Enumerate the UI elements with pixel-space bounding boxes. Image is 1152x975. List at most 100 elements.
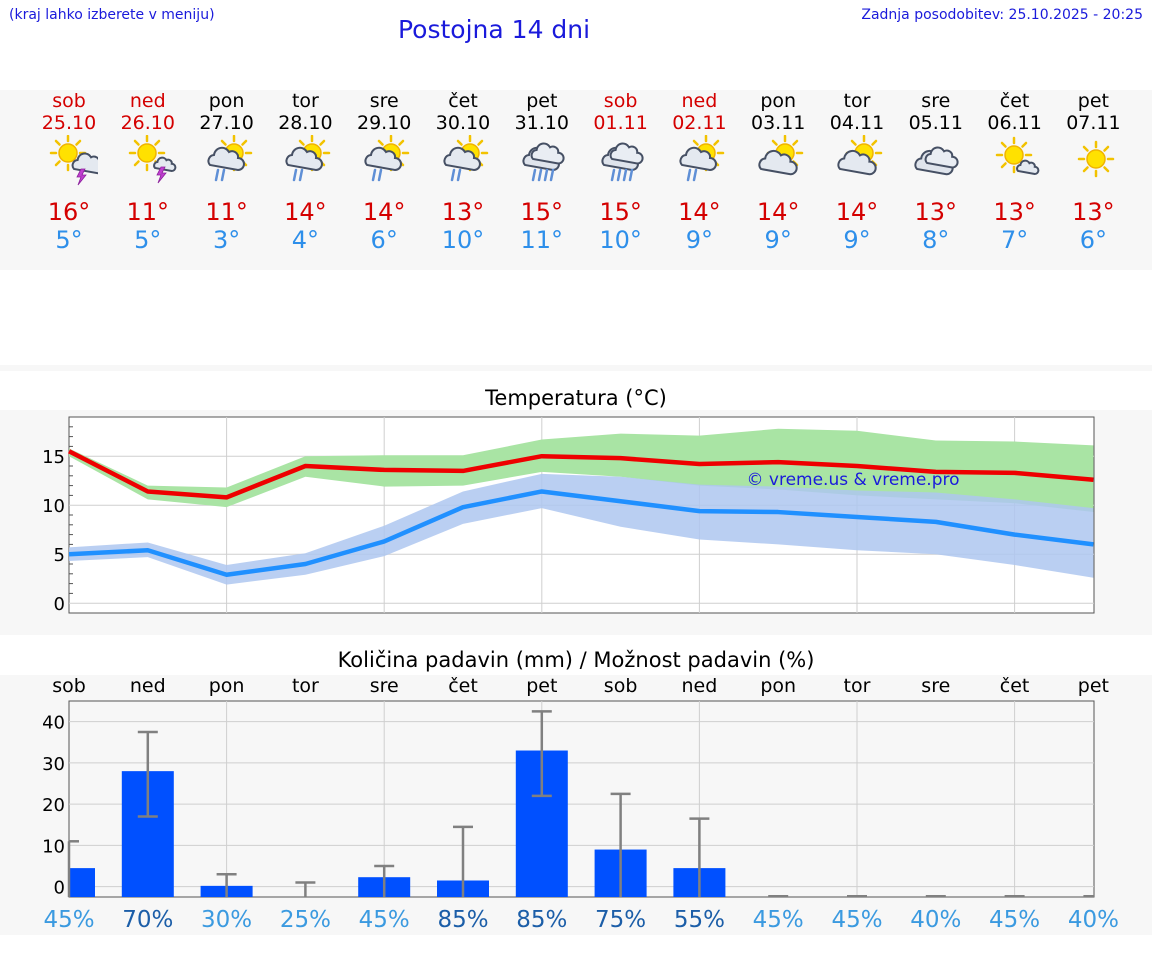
precip-probability: 40% bbox=[1068, 907, 1119, 933]
sun-cloud-rain-icon bbox=[207, 135, 252, 182]
watermark: © vreme.us & vreme.pro bbox=[746, 470, 959, 490]
day-name: ned bbox=[681, 90, 718, 112]
precip-probability: 55% bbox=[674, 907, 725, 933]
last-update: Zadnja posodobitev: 25.10.2025 - 20:25 bbox=[861, 7, 1143, 23]
precip-probability: 45% bbox=[43, 907, 94, 933]
cloud-heavy-rain-icon bbox=[522, 142, 565, 182]
min-temp: 7° bbox=[1000, 226, 1029, 254]
sun-cloud-rain-icon bbox=[285, 135, 331, 182]
precip-probability: 85% bbox=[437, 907, 488, 933]
max-temp: 13° bbox=[441, 198, 485, 226]
y-tick-label: 15 bbox=[42, 447, 65, 468]
day-label: sre bbox=[921, 675, 950, 697]
max-temp: 14° bbox=[284, 198, 327, 226]
precip-probability: 45% bbox=[831, 907, 882, 933]
sun-cloud-thunder-icon bbox=[49, 135, 98, 186]
precip-probability: 45% bbox=[359, 907, 410, 933]
day-date: 01.11 bbox=[593, 112, 648, 134]
day-label: sob bbox=[604, 675, 638, 697]
precipitation-plot-area bbox=[68, 700, 1095, 898]
sun-cloud-rain-icon bbox=[364, 135, 410, 182]
day-label: tor bbox=[844, 675, 871, 697]
max-temp: 11° bbox=[205, 198, 248, 226]
day-date: 05.11 bbox=[908, 112, 963, 134]
precip-probability: 75% bbox=[595, 907, 646, 933]
sun-cloud-rain-icon bbox=[679, 135, 725, 182]
day-name: pet bbox=[1077, 90, 1109, 112]
y-tick-label: 0 bbox=[54, 878, 65, 899]
cloud-heavy-rain-icon bbox=[601, 142, 644, 182]
sun-cloud-rain-icon bbox=[443, 135, 489, 182]
precip-probability: 70% bbox=[122, 907, 173, 933]
day-label: sob bbox=[52, 675, 86, 697]
day-label: čet bbox=[448, 675, 478, 697]
divider bbox=[0, 365, 1152, 371]
y-tick-label: 0 bbox=[54, 594, 65, 615]
y-tick-label: 5 bbox=[54, 545, 65, 566]
day-label: sre bbox=[370, 675, 399, 697]
day-date: 29.10 bbox=[356, 112, 412, 134]
precip-probability: 30% bbox=[201, 907, 252, 933]
day-name: tor bbox=[291, 90, 319, 112]
sun-thunder-icon bbox=[128, 135, 177, 184]
precip-probability: 45% bbox=[989, 907, 1040, 933]
sun-icon bbox=[1078, 140, 1115, 178]
day-name: čet bbox=[999, 90, 1030, 112]
day-name: pon bbox=[208, 90, 245, 112]
max-temp: 16° bbox=[47, 198, 91, 226]
sun-cloud-icon bbox=[837, 135, 883, 176]
max-temp: 13° bbox=[1072, 198, 1115, 226]
day-label: čet bbox=[1000, 675, 1030, 697]
day-name: čet bbox=[448, 90, 478, 112]
day-name: tor bbox=[843, 90, 871, 112]
max-temp: 15° bbox=[599, 198, 642, 226]
min-temp: 9° bbox=[843, 226, 871, 254]
min-temp: 9° bbox=[764, 226, 792, 254]
max-temp: 13° bbox=[993, 198, 1036, 226]
day-name: sob bbox=[52, 90, 86, 112]
precipitation-chart-title: Količina padavin (mm) / Možnost padavin … bbox=[337, 648, 815, 672]
day-name: pon bbox=[760, 90, 797, 112]
day-name: ned bbox=[129, 90, 166, 112]
min-temp: 5° bbox=[55, 226, 83, 254]
min-temp: 10° bbox=[441, 226, 485, 254]
max-temp: 14° bbox=[835, 198, 879, 226]
precipitation-chart: sob ned pon tor sre čet pet sob ned pon tor sre čet p… bbox=[42, 675, 1119, 933]
cloud-icon bbox=[914, 146, 959, 176]
day-date: 25.10 bbox=[41, 112, 97, 134]
temperature-chart-title: Temperatura (°C) bbox=[485, 386, 667, 410]
sun-cloud-icon bbox=[758, 135, 804, 176]
precip-probability: 25% bbox=[280, 907, 331, 933]
max-temp-line bbox=[67, 449, 1094, 500]
day-date: 06.11 bbox=[987, 112, 1042, 134]
day-date: 30.10 bbox=[435, 112, 491, 134]
min-temp: 10° bbox=[599, 226, 642, 254]
min-temp: 4° bbox=[291, 226, 320, 254]
temperature-chart: 0 5 10 15 © vreme.us & vreme.pro bbox=[42, 416, 1095, 615]
max-temp: 14° bbox=[756, 198, 800, 226]
y-tick-label: 30 bbox=[42, 754, 65, 775]
day-name: sre bbox=[921, 90, 951, 112]
min-temp: 5° bbox=[134, 226, 162, 254]
day-label: pet bbox=[526, 675, 557, 697]
day-date: 03.11 bbox=[750, 112, 806, 134]
day-date: 04.11 bbox=[829, 112, 885, 134]
sun-small-cloud-icon bbox=[995, 136, 1039, 176]
day-label: pon bbox=[209, 675, 245, 697]
max-temp: 15° bbox=[520, 198, 564, 226]
day-label: pet bbox=[1078, 675, 1109, 697]
y-tick-label: 10 bbox=[42, 836, 65, 857]
day-date: 28.10 bbox=[278, 112, 333, 134]
precip-probability: 85% bbox=[516, 907, 567, 933]
day-date: 27.10 bbox=[199, 112, 254, 134]
min-temp-line bbox=[68, 489, 1094, 578]
precip-probability: 40% bbox=[910, 907, 961, 933]
min-temp: 9° bbox=[685, 226, 714, 254]
location-hint: (kraj lahko izberete v meniju) bbox=[9, 7, 215, 23]
day-date: 02.11 bbox=[672, 112, 727, 134]
precipitation-bar bbox=[69, 868, 95, 897]
precip-probability: 45% bbox=[753, 907, 804, 933]
min-temp: 6° bbox=[1079, 226, 1108, 254]
min-temp: 6° bbox=[370, 226, 398, 254]
day-date: 31.10 bbox=[514, 112, 569, 134]
